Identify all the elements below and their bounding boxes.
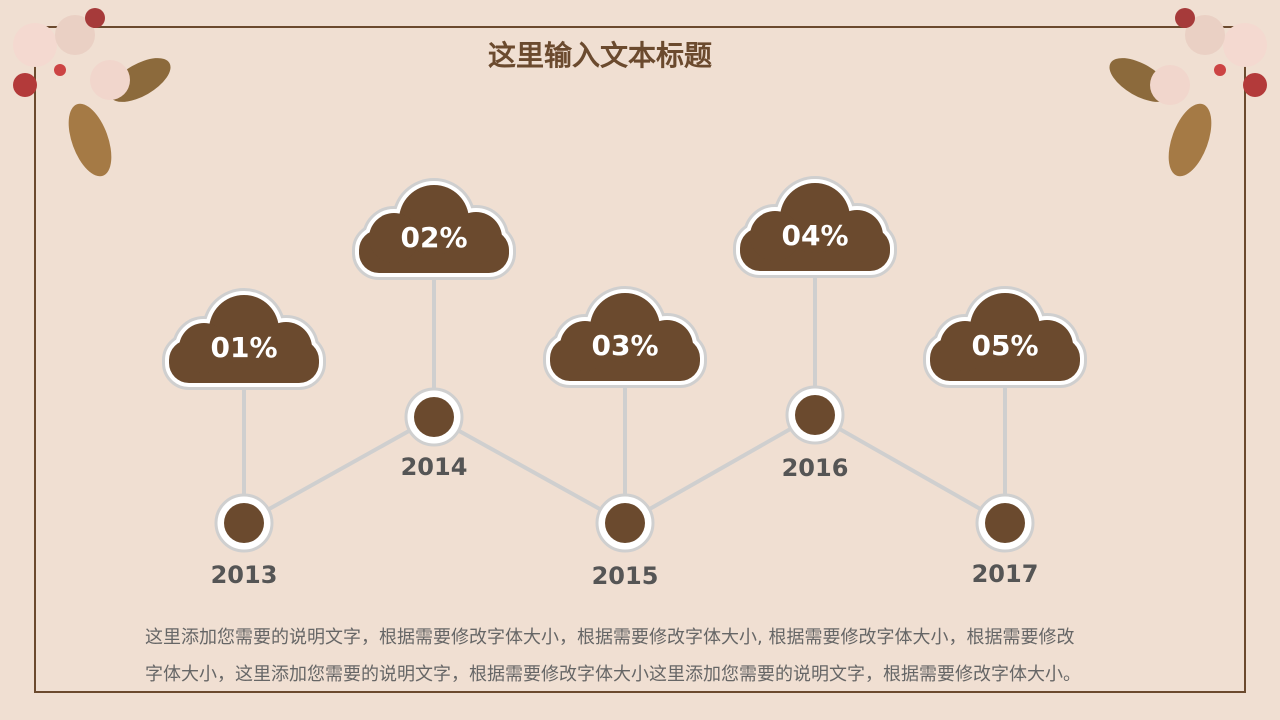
description-line: 字体大小，这里添加您需要的说明文字，根据需要修改字体大小这里添加您需要的说明文字…: [145, 664, 1081, 685]
timeline-node: 02% 2014: [352, 178, 516, 481]
flower-decoration: [13, 8, 171, 177]
year-label: 2017: [972, 560, 1039, 588]
connector: [814, 413, 1006, 525]
title: 这里输入文本标题: [488, 39, 712, 72]
cloud-part: [641, 320, 693, 372]
cloud-part: [940, 321, 990, 371]
year-label: 2013: [211, 561, 278, 589]
year-label: 2015: [592, 562, 659, 590]
cloud-part: [750, 211, 800, 261]
timeline-node: 03% 2015: [543, 286, 707, 590]
cloud-label: 02%: [400, 221, 467, 254]
node-dot: [985, 503, 1025, 543]
cloud-label: 01%: [210, 331, 277, 364]
cloud-label: 03%: [591, 329, 658, 362]
node-dot: [605, 503, 645, 543]
frame: [34, 26, 1246, 693]
cloud-part: [560, 321, 610, 371]
node-dot: [795, 395, 835, 435]
connector: [433, 415, 626, 525]
cloud-part: [179, 323, 229, 373]
cloud-label: 05%: [971, 329, 1038, 362]
year-label: 2016: [782, 454, 849, 482]
timeline-node: 05% 2017: [923, 286, 1087, 588]
timeline-node: 01% 2013: [162, 288, 326, 589]
cloud-part: [831, 210, 883, 262]
cloud-label: 04%: [781, 219, 848, 252]
timeline-node: 04% 2016: [733, 176, 897, 482]
connector: [624, 413, 816, 525]
flower-decoration: [1109, 8, 1267, 177]
year-label: 2014: [401, 453, 468, 481]
cloud-part: [1021, 320, 1073, 372]
node-dot: [414, 397, 454, 437]
cloud-part: [369, 213, 419, 263]
node-dot: [224, 503, 264, 543]
cloud-part: [450, 212, 502, 264]
connector: [243, 415, 435, 525]
description-line: 这里添加您需要的说明文字，根据需要修改字体大小，根据需要修改字体大小, 根据需要…: [145, 627, 1074, 648]
connectors: [243, 413, 1006, 525]
cloud-part: [260, 322, 312, 374]
